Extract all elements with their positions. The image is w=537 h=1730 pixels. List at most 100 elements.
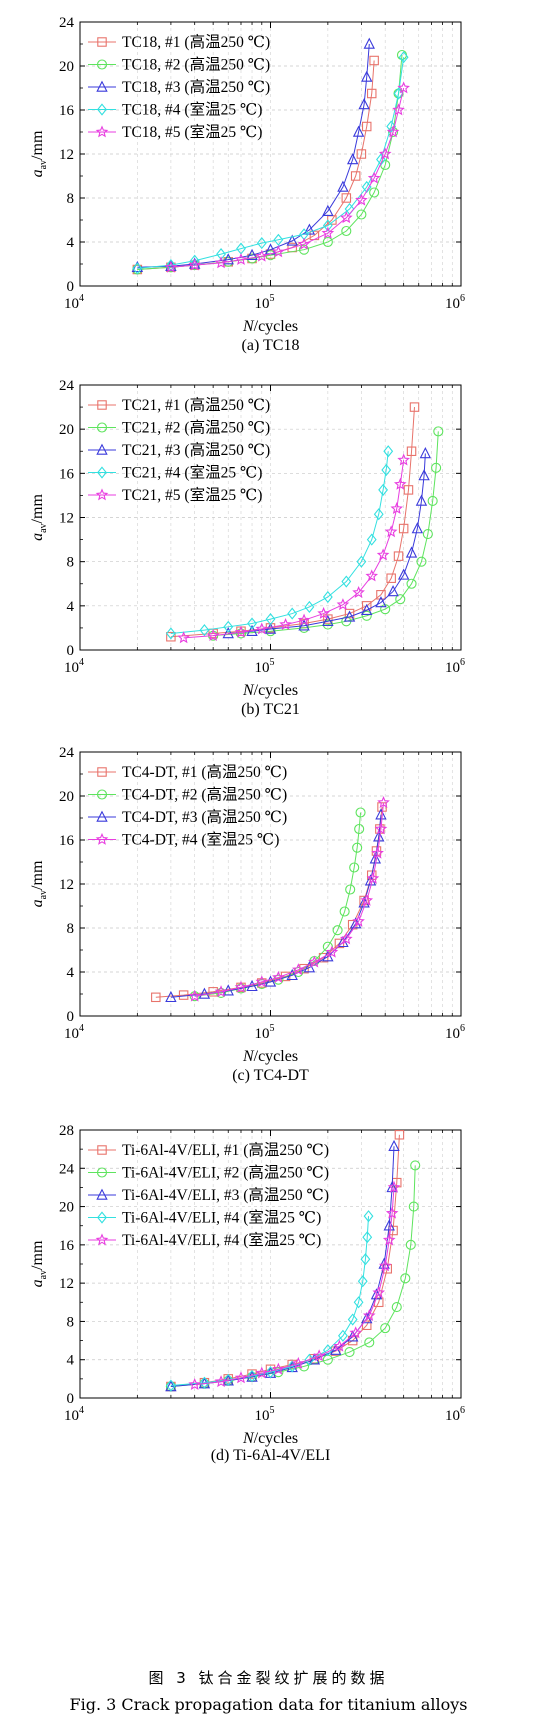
y-tick-label: 20 xyxy=(59,422,74,438)
y-tick-label: 4 xyxy=(67,599,75,615)
data-point xyxy=(366,870,377,880)
grid xyxy=(80,385,461,650)
data-point xyxy=(298,244,310,255)
data-point xyxy=(386,120,397,133)
data-point xyxy=(360,893,374,906)
data-point xyxy=(357,1275,368,1288)
data-point xyxy=(416,556,427,567)
legend-marker xyxy=(96,810,108,822)
data-point xyxy=(338,1329,348,1342)
data-point xyxy=(317,606,330,619)
data-point xyxy=(264,975,277,987)
y-tick-label: 0 xyxy=(67,1009,75,1025)
legend-marker xyxy=(97,37,107,47)
legend-marker xyxy=(95,488,109,501)
data-point xyxy=(397,453,410,466)
panel-subtitle: (a) TC18 xyxy=(242,337,300,354)
y-tick-label: 16 xyxy=(59,103,75,119)
data-point xyxy=(349,1326,362,1339)
x-axis-label: N/cycles xyxy=(242,682,298,699)
data-point xyxy=(409,402,420,412)
legend-entry: TC21, #3 (高温250 ℃) xyxy=(122,441,270,459)
data-point xyxy=(214,1375,228,1388)
data-point xyxy=(391,1302,402,1313)
data-point xyxy=(287,607,298,620)
data-point xyxy=(387,585,399,597)
data-point xyxy=(264,622,277,634)
data-point xyxy=(366,88,377,99)
data-point xyxy=(369,852,382,864)
data-point xyxy=(376,548,390,561)
x-tick-label: 106 xyxy=(445,1405,465,1424)
data-point xyxy=(375,596,387,608)
data-point xyxy=(355,807,366,818)
legend-entry: TC18, #5 (室温25 ℃) xyxy=(122,123,262,141)
legend-marker xyxy=(95,1233,109,1246)
data-point xyxy=(188,1377,202,1390)
data-point xyxy=(166,631,176,642)
data-point xyxy=(371,846,384,859)
data-point xyxy=(361,121,372,132)
chart-panel-1: 0 4 8 12 16 20 24 104 105 106 N/cycles aav/mm (a) TC… xyxy=(29,15,465,354)
data-point xyxy=(199,624,210,637)
y-tick-label: 8 xyxy=(67,191,75,207)
panel-subtitle: (b) TC21 xyxy=(241,701,300,718)
y-tick-label: 4 xyxy=(67,235,75,251)
data-point xyxy=(386,125,400,138)
x-tick-label: 106 xyxy=(445,657,465,676)
legend-entry: TC21, #4 (室温25 ℃) xyxy=(122,464,262,482)
data-point xyxy=(378,1259,392,1272)
data-point xyxy=(354,823,365,835)
y-tick-label: 4 xyxy=(67,965,75,981)
data-point xyxy=(406,578,417,589)
data-point xyxy=(189,254,200,267)
data-point xyxy=(394,1130,405,1140)
data-point xyxy=(322,614,334,627)
chart-panel-2: 0 4 8 12 16 20 24 104 105 106 N/cycles aav/mm (b) TC… xyxy=(29,378,465,718)
data-point xyxy=(408,1201,419,1212)
legend-marker xyxy=(96,789,108,800)
series-line xyxy=(213,431,439,637)
data-point xyxy=(410,1160,421,1171)
legend-marker xyxy=(97,103,107,116)
legend-marker xyxy=(97,400,107,410)
legend-marker xyxy=(96,59,108,70)
grid xyxy=(80,22,461,286)
data-point xyxy=(350,171,361,181)
series-5 xyxy=(164,81,410,273)
data-point xyxy=(384,525,398,538)
y-tick-label: 16 xyxy=(59,833,75,849)
y-tick-label: 20 xyxy=(59,1200,74,1216)
data-point xyxy=(234,252,248,265)
data-point xyxy=(352,914,365,927)
y-tick-label: 0 xyxy=(67,1391,75,1407)
legend-marker xyxy=(96,80,108,92)
chart-panel-4: 0 4 8 12 16 20 24 28 104 105 106 N/cycles aav/mm (d) … xyxy=(29,1123,465,1464)
legend-entry: Ti-6Al-4V/ELI, #3 (高温250 ℃) xyxy=(122,1186,329,1204)
data-point xyxy=(346,153,359,165)
data-point xyxy=(392,103,405,116)
data-point xyxy=(356,555,367,568)
chart-panel-3: 0 4 8 12 16 20 24 104 105 106 N/cycles aav/mm (c) TC… xyxy=(29,745,465,1084)
data-point xyxy=(272,1362,285,1375)
data-point xyxy=(339,906,350,917)
data-point xyxy=(363,37,375,49)
y-tick-label: 8 xyxy=(67,1314,75,1330)
y-tick-label: 4 xyxy=(67,1353,75,1369)
data-point xyxy=(361,610,372,621)
data-point xyxy=(386,573,396,583)
data-point xyxy=(366,533,377,546)
data-point xyxy=(398,51,409,64)
x-tick-label: 104 xyxy=(64,293,84,312)
legend-entry: TC21, #2 (高温250 ℃) xyxy=(122,419,270,437)
x-tick-label: 106 xyxy=(445,293,465,312)
data-point xyxy=(356,209,367,220)
y-tick-label: 16 xyxy=(59,1238,75,1254)
legend-marker xyxy=(97,1145,107,1155)
legend-entry: Ti-6Al-4V/ELI, #4 (室温25 ℃) xyxy=(122,1209,321,1227)
data-point xyxy=(199,1376,210,1389)
legend: TC4-DT, #1 (高温250 ℃) TC4-DT, #2 (高温250 ℃)… xyxy=(88,763,287,849)
legend-entry: TC18, #3 (高温250 ℃) xyxy=(122,78,270,96)
data-point xyxy=(366,871,380,884)
y-tick-label: 8 xyxy=(67,555,75,571)
